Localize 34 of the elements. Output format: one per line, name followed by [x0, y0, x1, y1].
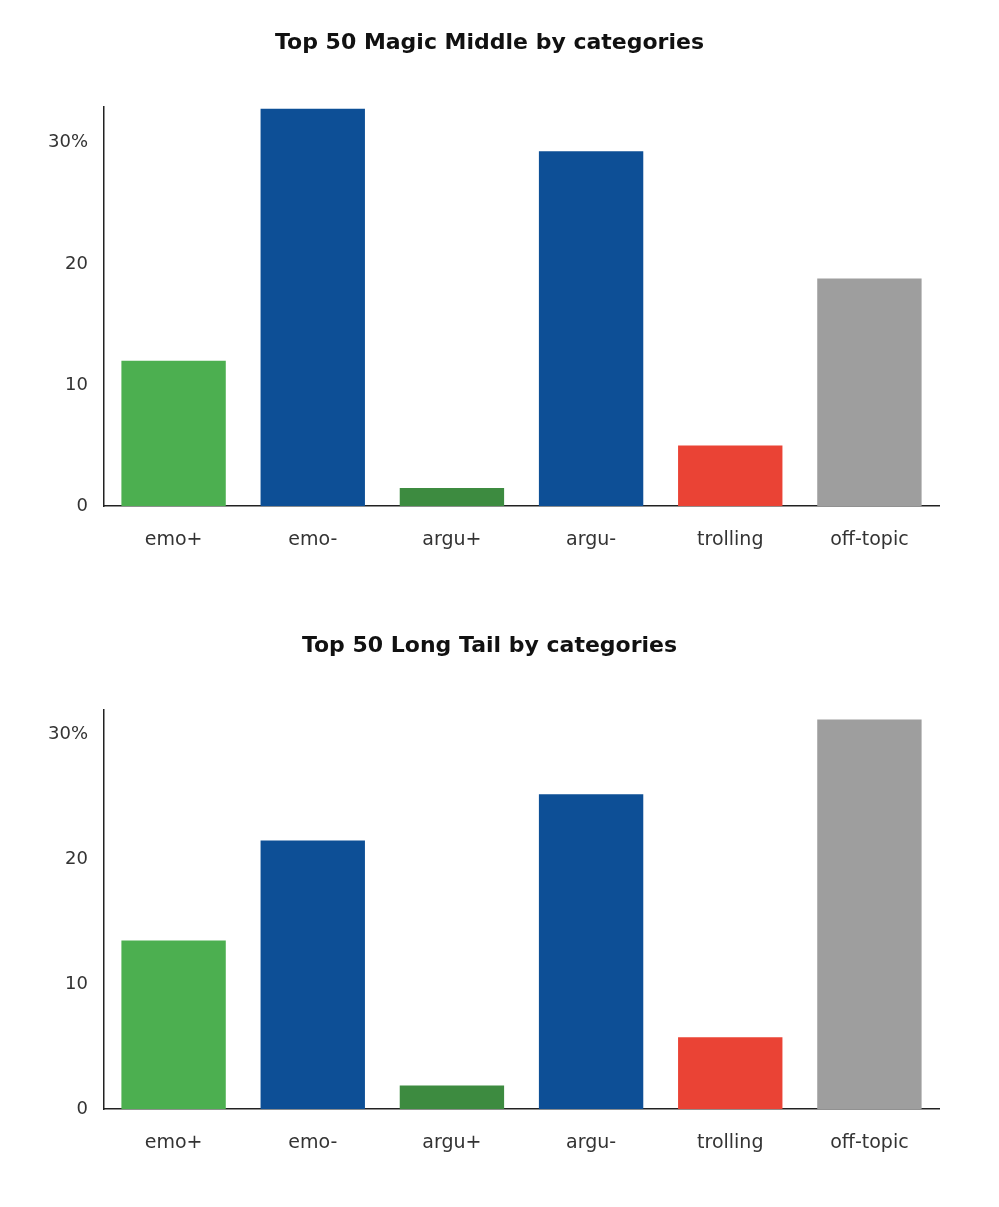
x-tick-label: off-topic: [830, 526, 909, 549]
x-tick-label: trolling: [697, 526, 764, 549]
y-tick-label: 0: [76, 1096, 89, 1118]
y-tick-label: 0: [76, 493, 89, 515]
bar: [121, 360, 226, 507]
chart-title: Top 50 Long Tail by categories: [301, 631, 678, 657]
x-tick-label: off-topic: [830, 1129, 909, 1152]
bar: [817, 719, 922, 1110]
y-tick-label: 10: [65, 971, 89, 993]
x-tick-label: argu-: [566, 1129, 617, 1152]
bar: [538, 794, 644, 1110]
x-tick-label: emo-: [288, 526, 338, 549]
x-tick-label: argu+: [422, 1129, 482, 1152]
chart-title: Top 50 Magic Middle by categories: [275, 28, 704, 54]
bar: [121, 940, 226, 1110]
bar: [399, 488, 505, 507]
y-tick-label: 30%: [47, 130, 89, 152]
x-tick-label: trolling: [697, 1129, 764, 1152]
y-tick-label: 20: [65, 251, 89, 273]
bar: [399, 1085, 505, 1110]
x-tick-label: emo+: [144, 1129, 203, 1152]
bar: [538, 151, 644, 507]
x-tick-label: emo+: [144, 526, 203, 549]
x-tick-label: emo-: [288, 1129, 338, 1152]
y-tick-label: 20: [65, 847, 89, 868]
bar: [678, 1037, 783, 1110]
x-tick-label: argu-: [566, 526, 617, 549]
x-tick-label: argu+: [422, 526, 482, 549]
bar: [260, 108, 365, 507]
y-tick-label: 10: [65, 372, 89, 394]
bar: [678, 445, 783, 507]
bar: [260, 840, 365, 1110]
y-tick-label: 30%: [47, 722, 89, 744]
bar: [817, 278, 922, 507]
